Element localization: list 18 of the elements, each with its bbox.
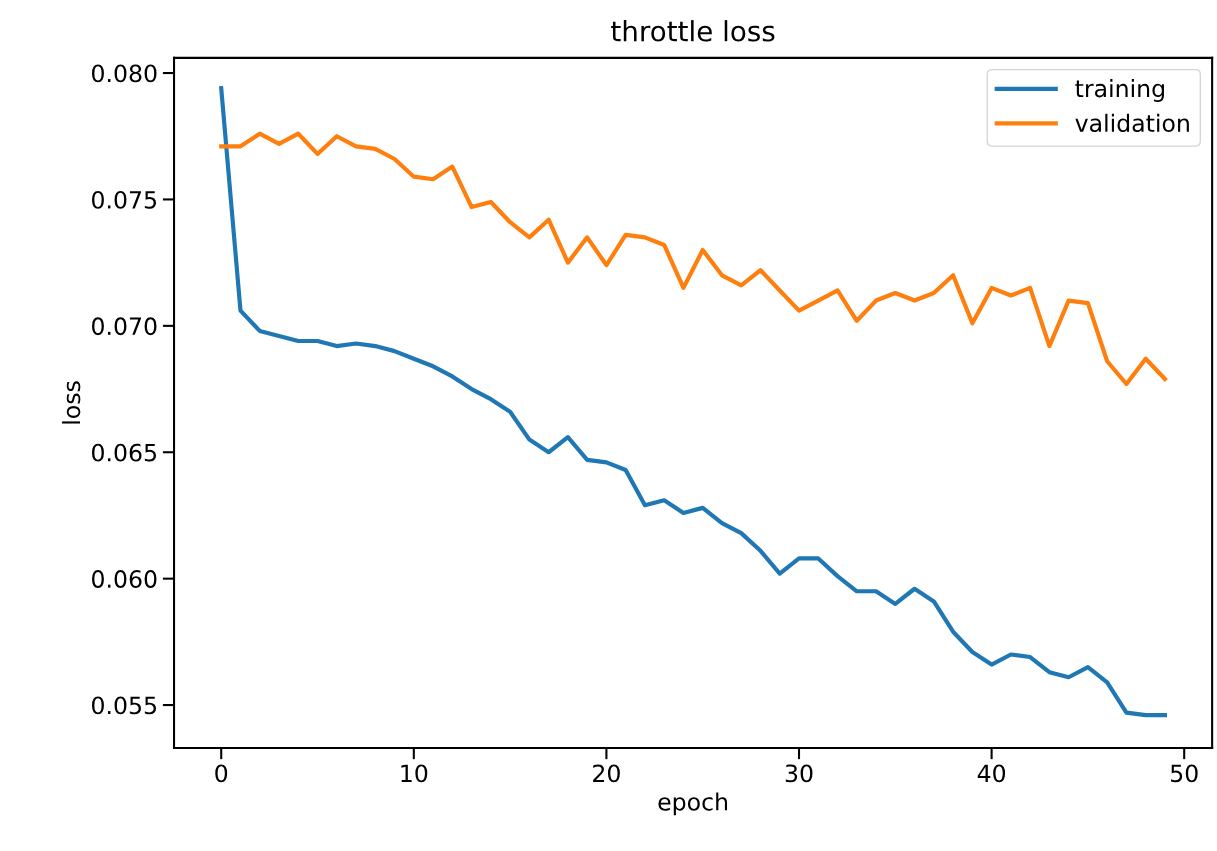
x-tick-label: 0	[215, 764, 228, 783]
y-tick-label: 0.065	[92, 443, 156, 462]
line-series	[219, 131, 1168, 387]
chart-title: throttle loss	[611, 20, 775, 42]
y-tick-label: 0.060	[92, 570, 157, 588]
y-tick-label: 0.070	[92, 317, 157, 336]
legend-label: training	[1075, 79, 1164, 102]
y-axis-title: loss	[62, 381, 81, 424]
x-axis-title: epoch	[658, 792, 728, 816]
x-tick-label: 30	[785, 764, 813, 783]
y-tick-label: 0.080	[92, 64, 157, 83]
x-tick-label: 10	[401, 764, 428, 783]
x-tick-label: 40	[977, 764, 1006, 783]
x-tick-label: 50	[1171, 764, 1198, 783]
x-tick-label: 20	[593, 764, 620, 783]
legend-label: validation	[1075, 113, 1189, 133]
y-tick-label: 0.075	[92, 190, 156, 209]
y-tick-label: 0.055	[92, 696, 156, 715]
